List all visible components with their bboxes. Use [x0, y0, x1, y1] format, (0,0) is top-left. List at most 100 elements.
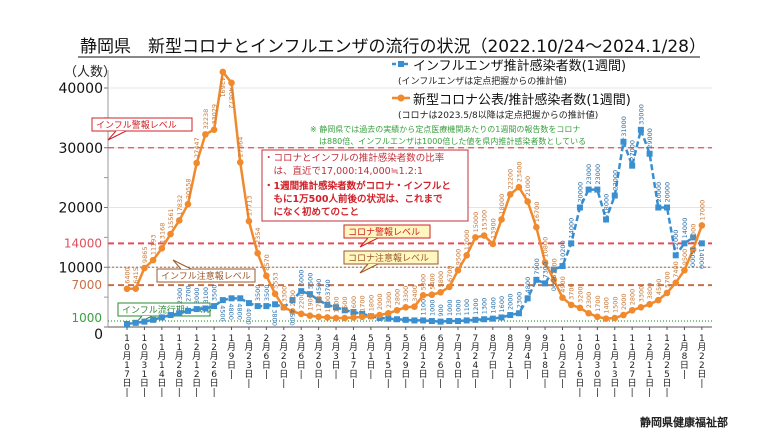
covid-data-label: 3300: [402, 286, 410, 303]
covid-data-label: 2300: [385, 292, 393, 309]
covid-point: [402, 303, 410, 311]
flu-data-label: 14000: [697, 248, 705, 269]
y-ticks: 0 10000 20000 30000 40000: [58, 81, 103, 343]
covid-point: [620, 311, 627, 319]
covid-data-label: 22200: [507, 169, 515, 190]
x-tick-label: 9 月 4 日|: [523, 334, 532, 380]
covid-data-label: 12354: [254, 227, 262, 248]
flu-data-label: 22000: [611, 170, 619, 191]
covid-data-label: 11193: [150, 234, 158, 255]
covid-data-label: 2000: [620, 294, 628, 311]
flu-point: [585, 186, 592, 193]
covid-data-label: 17832: [176, 195, 184, 216]
x-tick-label: 6 月 2 6 日|: [436, 334, 445, 389]
covid-data-label: 1900: [306, 294, 314, 311]
y-tick-label: 0: [94, 327, 103, 343]
annotation-box: ・コロナとインフルの推計感染者数の比率 は、直近で17,000:14,000≒1…: [261, 149, 469, 222]
flu-data-label: 18000: [603, 194, 611, 215]
flu-point: [629, 162, 636, 169]
covid-point: [602, 315, 610, 322]
flu-point: [184, 307, 191, 314]
flu-data-label: 29000: [646, 128, 654, 149]
covid-point: [280, 303, 288, 311]
covid-point: [454, 266, 462, 274]
covid-data-label: 5400: [428, 273, 436, 290]
covid-point: [550, 276, 558, 284]
flu-data-label: 27000: [629, 140, 637, 161]
covid-data-label: 9500: [454, 249, 462, 266]
covid-point: [428, 291, 436, 299]
flu-point: [411, 317, 418, 324]
reference-callout-box: [343, 224, 431, 239]
covid-point: [141, 264, 148, 272]
y-tick-label: 10000: [58, 260, 103, 276]
covid-point: [445, 283, 453, 291]
covid-data-label: 6400: [124, 267, 132, 284]
covid-data-label: 32238: [202, 109, 210, 130]
flu-data-label: 4500: [315, 279, 323, 296]
covid-data-label: 12000: [463, 230, 471, 251]
covid-data-label: 2800: [394, 289, 402, 306]
covid-data-label: 15561: [167, 208, 175, 229]
covid-data-label: 5300: [420, 274, 428, 291]
covid-point: [472, 234, 479, 241]
flu-point: [141, 318, 148, 325]
flu-data-label: 4800: [236, 303, 244, 320]
flu-point: [272, 301, 279, 308]
flu-data-label: 2000: [507, 294, 515, 311]
covid-data-label: 9500: [681, 249, 689, 266]
annotation-frame: [261, 149, 469, 222]
x-tick-label: 1 月 2 3 日|: [244, 334, 253, 389]
covid-data-label: 10800: [542, 237, 550, 258]
flu-point: [132, 319, 139, 326]
x-tick-label: 5 月 2 9 日|: [401, 334, 410, 389]
x-tick-label: 8 月 7 日|: [488, 334, 497, 380]
covid-point: [271, 290, 279, 298]
flu-data-label: 2300: [176, 288, 184, 305]
flu-data-label: 12000: [672, 230, 680, 251]
flu-point: [664, 204, 671, 211]
flu-point: [698, 240, 705, 247]
flu-point: [324, 301, 331, 308]
x-tick-label: 2 月 6 日|: [262, 334, 271, 380]
covid-point: [559, 294, 566, 302]
covid-point: [385, 309, 392, 317]
flu-data-label: 6000: [298, 270, 306, 287]
flu-data-label: 10200: [559, 240, 567, 261]
covid-point: [663, 289, 671, 297]
covid-point: [210, 126, 218, 133]
x-tick-label: 1 1 月 2 8 日|: [175, 334, 184, 398]
x-tick-label: 1 0 月 1 6 日|: [575, 334, 584, 398]
covid-data-label: 3400: [411, 285, 419, 302]
flu-data-label: 3800: [271, 309, 279, 326]
legend: インフルエンザ推計感染者数(1週間) (インフルエンザは定点把握からの推計値) …: [392, 58, 631, 121]
flu-data-label: 4800: [227, 303, 235, 320]
flu-point: [394, 316, 401, 323]
covid-data-label: 4900: [559, 276, 567, 293]
legend-covid-marker: [397, 94, 405, 102]
covid-point: [228, 79, 235, 87]
flu-point: [620, 138, 627, 145]
covid-point: [202, 131, 209, 138]
flu-point: [690, 234, 697, 241]
flu-point: [245, 300, 252, 307]
reference-tick-label: 14000: [64, 236, 102, 250]
covid-point: [367, 312, 375, 320]
flu-point: [463, 317, 470, 324]
covid-data-label: 23400: [515, 161, 523, 182]
x-tick-label: 1 2 月 1 1 日|: [645, 334, 654, 398]
legend-item-flu: インフルエンザ推計感染者数(1週間) (インフルエンザは定点把握からの推計値): [392, 58, 626, 87]
flu-point: [158, 314, 165, 321]
covid-point: [132, 285, 140, 292]
x-tick-label: 1 0 月 3 0 日|: [593, 334, 602, 398]
covid-data-label: 18000: [498, 194, 506, 215]
covid-data-label: 9865: [141, 247, 149, 264]
reference-callout-box: [91, 117, 193, 132]
flu-point: [193, 306, 200, 313]
flu-point: [507, 312, 514, 319]
flu-data-label: 1600: [498, 296, 506, 313]
covid-point: [149, 256, 157, 264]
covid-point: [376, 311, 383, 319]
x-tick-label: 1 0 月 2 日|: [558, 334, 567, 389]
